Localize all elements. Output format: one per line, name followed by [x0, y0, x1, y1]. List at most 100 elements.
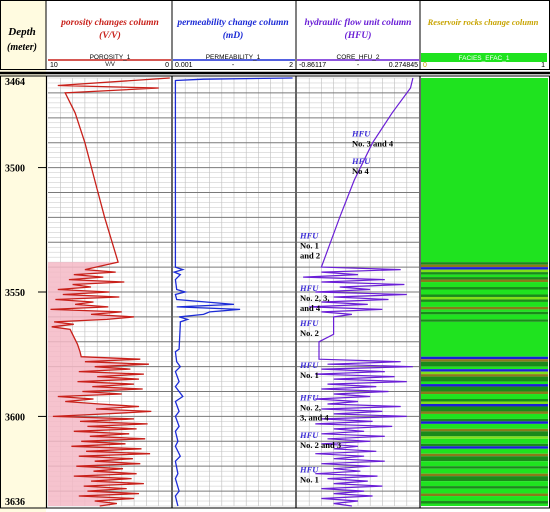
- facies-band: [421, 411, 548, 414]
- facies-band: [421, 384, 548, 387]
- facies-band: [421, 448, 548, 454]
- facies-band: [421, 264, 548, 268]
- facies-band: [421, 269, 548, 273]
- facies-band: [421, 262, 548, 265]
- facies-band: [421, 301, 548, 307]
- facies-band: [421, 319, 548, 322]
- facies-band: [421, 493, 548, 497]
- facies-band: [421, 381, 548, 385]
- facies-band: [421, 296, 548, 300]
- permeability-title: permeability change column: [176, 18, 288, 28]
- facies-band: [421, 279, 548, 283]
- depth-tick-label: 3636: [5, 497, 25, 508]
- facies-band: [421, 309, 548, 312]
- porosity-curve-label: POROSITY_1: [90, 54, 131, 61]
- porosity-title: porosity changes column: [60, 18, 159, 28]
- facies-curve-label: FACIES_EFAC_1: [459, 55, 510, 62]
- porosity-scale-unit: V/V: [105, 62, 115, 68]
- depth-tick-label: 3600: [5, 412, 25, 423]
- porosity-curve: [50, 77, 170, 507]
- facies-band: [421, 496, 548, 502]
- hfu-annotation-text: No. 1: [300, 241, 319, 251]
- hfu-annotation-text: HFU: [299, 465, 319, 475]
- facies-band: [421, 356, 548, 360]
- facies-title: Reservoir rocks change column: [427, 17, 539, 27]
- hfu-annotation-text: No. 2 and 3: [300, 440, 341, 450]
- facies-scale-right: 1: [541, 62, 545, 69]
- facies-band: [421, 413, 548, 419]
- hfu-annotation-text: No. 2: [300, 328, 319, 338]
- permeability-scale-right: 2: [289, 62, 293, 69]
- curve-layer: [48, 77, 414, 507]
- facies-band: [421, 267, 548, 270]
- depth-tick-label: 3550: [5, 288, 25, 299]
- grid-layer: [45, 76, 421, 508]
- permeability-unit: (mD): [223, 30, 244, 41]
- facies-band: [421, 418, 548, 422]
- porosity-fill: [48, 262, 152, 506]
- facies-band: [421, 486, 548, 489]
- facies-band: [421, 361, 548, 367]
- facies-band: [421, 394, 548, 399]
- hfu-annotation-text: No. 2, 3,: [300, 293, 330, 303]
- facies-band: [421, 321, 548, 357]
- facies-band: [421, 431, 548, 437]
- hfu-annotation-text: and 4: [300, 303, 321, 313]
- facies-scale-left: 0: [423, 62, 427, 69]
- facies-band: [421, 274, 548, 278]
- porosity-unit: (V/V): [99, 30, 121, 41]
- hfu-scale-right: 0.274845: [389, 62, 418, 69]
- facies-band: [421, 399, 548, 402]
- facies-band: [421, 453, 548, 457]
- facies-band: [421, 428, 548, 432]
- hfu-annotation-text: HFU: [299, 430, 319, 440]
- permeability-curve-label: PERMEABILITY_1: [206, 54, 261, 61]
- hfu-annotation-text: 3, and 4: [300, 412, 329, 422]
- facies-band: [421, 359, 548, 362]
- facies-band: [421, 481, 548, 487]
- hfu-annotation-text: No. 1: [300, 475, 319, 485]
- facies-band: [421, 376, 548, 382]
- permeability-scale-mid: -: [232, 62, 235, 69]
- curve-header-hfu: CORE_HFU_2 - -0.86117 0.274845: [297, 54, 419, 69]
- facies-layer: [421, 78, 548, 506]
- facies-band: [421, 443, 548, 447]
- hfu-curve: [303, 77, 414, 507]
- facies-band: [421, 311, 548, 315]
- hfu-scale-mid: -: [357, 62, 360, 69]
- hfu-annotation-text: HFU: [299, 231, 319, 241]
- hfu-annotation-text: No 4: [352, 166, 370, 176]
- curve-header-porosity: POROSITY_1 V/V 10 0: [48, 54, 171, 69]
- facies-band: [421, 391, 548, 395]
- facies-band: [421, 369, 548, 372]
- facies-band: [421, 289, 548, 295]
- hfu-annotation-text: No. 2,: [300, 402, 321, 412]
- facies-band: [421, 423, 548, 429]
- facies-band: [421, 299, 548, 302]
- depth-title: Depth: [7, 26, 36, 38]
- facies-band: [421, 421, 548, 424]
- facies-band: [421, 468, 548, 474]
- depth-track-background: [0, 0, 46, 512]
- facies-band: [421, 403, 548, 407]
- facies-band: [421, 438, 548, 444]
- facies-band: [421, 366, 548, 370]
- curve-header-permeability: PERMEABILITY_1 - 0.001 2: [173, 54, 295, 69]
- facies-band: [421, 436, 548, 439]
- hfu-annotation-text: HFU: [299, 360, 319, 370]
- facies-band: [421, 473, 548, 477]
- facies-band: [421, 374, 548, 377]
- hfu-annotation-text: HFU: [299, 392, 319, 402]
- facies-band: [421, 461, 548, 467]
- permeability-curve: [172, 77, 293, 507]
- facies-band: [421, 78, 548, 263]
- hfu-annotation-text: HFU: [299, 318, 319, 328]
- facies-band: [421, 501, 548, 504]
- hfu-annotation-text: and 2: [300, 251, 320, 261]
- depth-tick-label: 3464: [5, 77, 25, 88]
- facies-band: [421, 306, 548, 310]
- facies-band: [421, 401, 548, 404]
- hfu-scale-left: -0.86117: [299, 62, 326, 69]
- curve-header-facies: FACIES_EFAC_1 0 1: [421, 53, 547, 69]
